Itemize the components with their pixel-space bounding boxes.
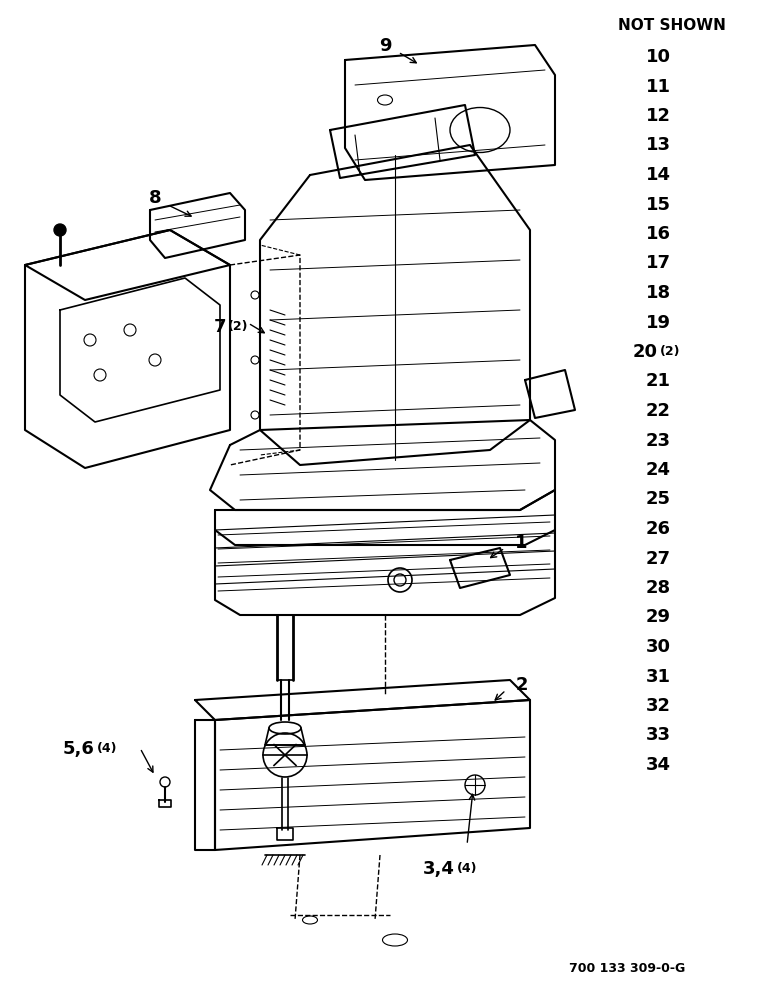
Text: 10: 10 bbox=[646, 48, 671, 66]
Circle shape bbox=[54, 224, 66, 236]
Text: 9: 9 bbox=[379, 37, 391, 55]
Text: (2): (2) bbox=[228, 320, 248, 333]
Text: 19: 19 bbox=[646, 314, 671, 332]
Text: 20: 20 bbox=[633, 343, 658, 361]
Text: 700 133 309-0-G: 700 133 309-0-G bbox=[568, 962, 685, 975]
Text: NOT SHOWN: NOT SHOWN bbox=[618, 18, 726, 33]
Text: 29: 29 bbox=[646, 608, 671, 626]
Text: 14: 14 bbox=[646, 166, 671, 184]
Text: 24: 24 bbox=[646, 461, 671, 479]
Text: 25: 25 bbox=[646, 490, 671, 508]
Text: 16: 16 bbox=[646, 225, 671, 243]
Text: 31: 31 bbox=[646, 668, 671, 686]
Text: 13: 13 bbox=[646, 136, 671, 154]
Text: 17: 17 bbox=[646, 254, 671, 272]
Text: 12: 12 bbox=[646, 107, 671, 125]
Text: 2: 2 bbox=[516, 676, 529, 694]
Text: 8: 8 bbox=[149, 189, 161, 207]
Text: 27: 27 bbox=[646, 550, 671, 568]
Text: 15: 15 bbox=[646, 196, 671, 214]
Text: (4): (4) bbox=[457, 862, 478, 875]
Text: 7: 7 bbox=[213, 318, 226, 336]
Text: 21: 21 bbox=[646, 372, 671, 390]
Text: 26: 26 bbox=[646, 520, 671, 538]
Text: 5,6: 5,6 bbox=[63, 740, 95, 758]
Text: (4): (4) bbox=[97, 742, 118, 755]
Text: 3,4: 3,4 bbox=[423, 860, 455, 878]
Text: 11: 11 bbox=[646, 78, 671, 96]
Text: 18: 18 bbox=[646, 284, 671, 302]
Text: 1: 1 bbox=[515, 534, 527, 552]
Text: 34: 34 bbox=[646, 756, 671, 774]
Text: 32: 32 bbox=[646, 697, 671, 715]
Text: 30: 30 bbox=[646, 638, 671, 656]
Text: 28: 28 bbox=[646, 579, 671, 597]
Text: 33: 33 bbox=[646, 726, 671, 744]
Text: 22: 22 bbox=[646, 402, 671, 420]
Text: 23: 23 bbox=[646, 432, 671, 450]
Text: (2): (2) bbox=[660, 345, 681, 358]
